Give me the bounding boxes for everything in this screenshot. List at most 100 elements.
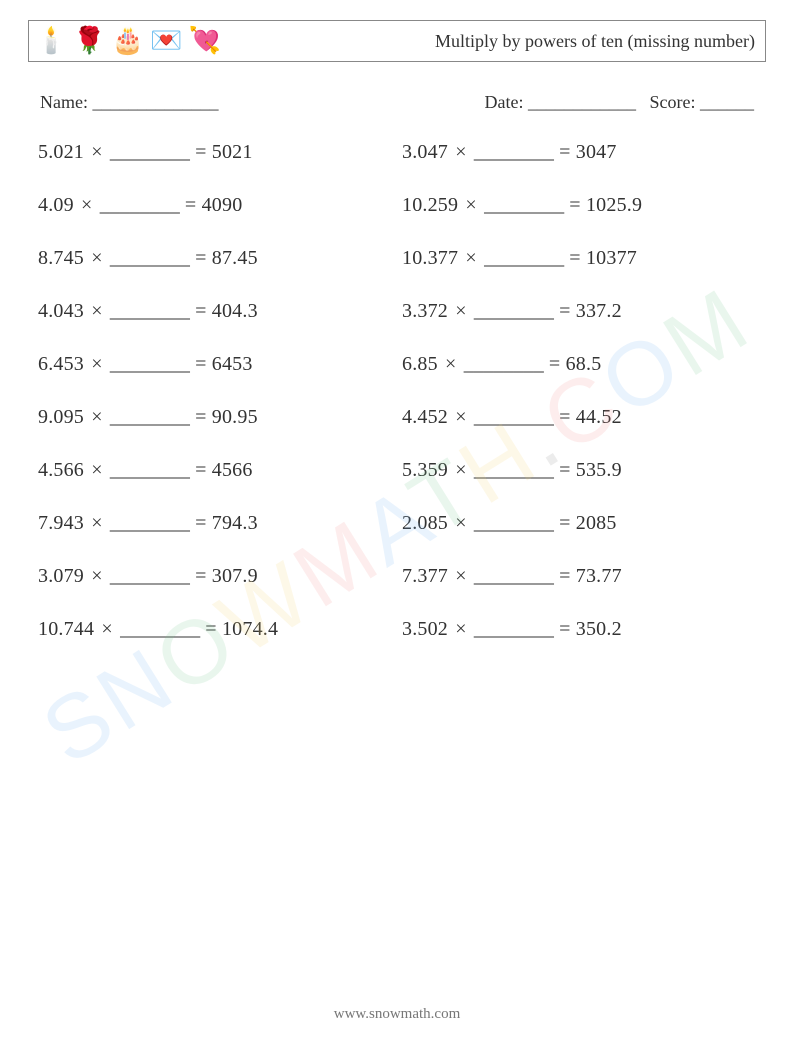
operand-a: 3.372 — [402, 300, 448, 322]
equals-sign: = — [195, 512, 206, 534]
answer-blank: ________ — [110, 406, 190, 428]
date-label: Date: — [485, 92, 524, 112]
operand-a: 10.259 — [402, 194, 458, 216]
operand-a: 3.079 — [38, 565, 84, 587]
equals-sign: = — [569, 247, 580, 269]
mult-sign-icon: × — [453, 565, 468, 587]
problem-right-1: 10.259 × ________ = 1025.9 — [402, 194, 756, 217]
equals-sign: = — [559, 141, 570, 163]
answer-blank: ________ — [100, 194, 180, 216]
problem-left-8: 3.079 × ________ = 307.9 — [38, 565, 392, 588]
mult-sign-icon: × — [79, 194, 94, 216]
name-label: Name: — [40, 92, 88, 112]
mult-sign-icon: × — [453, 512, 468, 534]
mult-sign-icon: × — [89, 459, 104, 481]
problem-left-9: 10.744 × ________ = 1074.4 — [38, 618, 392, 641]
mult-sign-icon: × — [443, 353, 458, 375]
date-score: Date: ____________ Score: ______ — [485, 92, 754, 113]
operand-b: 404.3 — [212, 300, 258, 322]
equals-sign: = — [195, 300, 206, 322]
operand-b: 535.9 — [576, 459, 622, 481]
problem-left-5: 9.095 × ________ = 90.95 — [38, 406, 392, 429]
operand-a: 9.095 — [38, 406, 84, 428]
operand-a: 4.566 — [38, 459, 84, 481]
operand-a: 5.359 — [402, 459, 448, 481]
answer-blank: ________ — [474, 459, 554, 481]
header-icon-4: 💘 — [189, 28, 221, 54]
problem-right-7: 2.085 × ________ = 2085 — [402, 512, 756, 535]
date-blank: ____________ — [524, 92, 637, 112]
mult-sign-icon: × — [89, 512, 104, 534]
answer-blank: ________ — [474, 141, 554, 163]
mult-sign-icon: × — [89, 406, 104, 428]
mult-sign-icon: × — [463, 247, 478, 269]
problem-right-8: 7.377 × ________ = 73.77 — [402, 565, 756, 588]
operand-a: 7.377 — [402, 565, 448, 587]
operand-b: 87.45 — [212, 247, 258, 269]
problem-left-6: 4.566 × ________ = 4566 — [38, 459, 392, 482]
operand-b: 68.5 — [566, 353, 602, 375]
operand-a: 4.452 — [402, 406, 448, 428]
problem-right-9: 3.502 × ________ = 350.2 — [402, 618, 756, 641]
mult-sign-icon: × — [453, 459, 468, 481]
equals-sign: = — [185, 194, 196, 216]
score-label: Score: — [650, 92, 696, 112]
answer-blank: ________ — [110, 565, 190, 587]
equals-sign: = — [559, 565, 570, 587]
problem-right-5: 4.452 × ________ = 44.52 — [402, 406, 756, 429]
name-field: Name: ______________ — [40, 92, 218, 113]
watermark-char: S — [26, 665, 133, 784]
mult-sign-icon: × — [463, 194, 478, 216]
operand-b: 90.95 — [212, 406, 258, 428]
operand-a: 6.453 — [38, 353, 84, 375]
mult-sign-icon: × — [453, 300, 468, 322]
operand-b: 1025.9 — [586, 194, 642, 216]
mult-sign-icon: × — [99, 618, 114, 640]
equals-sign: = — [195, 406, 206, 428]
answer-blank: ________ — [120, 618, 200, 640]
problem-left-7: 7.943 × ________ = 794.3 — [38, 512, 392, 535]
operand-b: 337.2 — [576, 300, 622, 322]
problem-right-0: 3.047 × ________ = 3047 — [402, 141, 756, 164]
equals-sign: = — [195, 141, 206, 163]
header-icon-3: 💌 — [150, 28, 182, 54]
mult-sign-icon: × — [89, 247, 104, 269]
operand-b: 10377 — [586, 247, 637, 269]
equals-sign: = — [195, 459, 206, 481]
answer-blank: ________ — [474, 406, 554, 428]
header-icon-1: 🌹 — [73, 28, 105, 54]
problem-left-2: 8.745 × ________ = 87.45 — [38, 247, 392, 270]
operand-a: 10.377 — [402, 247, 458, 269]
problem-left-4: 6.453 × ________ = 6453 — [38, 353, 392, 376]
equals-sign: = — [559, 300, 570, 322]
mult-sign-icon: × — [89, 565, 104, 587]
operand-a: 3.502 — [402, 618, 448, 640]
equals-sign: = — [195, 247, 206, 269]
answer-blank: ________ — [110, 300, 190, 322]
operand-b: 2085 — [576, 512, 617, 534]
operand-b: 350.2 — [576, 618, 622, 640]
operand-a: 4.043 — [38, 300, 84, 322]
equals-sign: = — [205, 618, 216, 640]
answer-blank: ________ — [464, 353, 544, 375]
mult-sign-icon: × — [89, 141, 104, 163]
answer-blank: ________ — [110, 141, 190, 163]
answer-blank: ________ — [484, 247, 564, 269]
name-blank: ______________ — [88, 92, 219, 112]
operand-b: 6453 — [212, 353, 253, 375]
operand-a: 10.744 — [38, 618, 94, 640]
answer-blank: ________ — [474, 512, 554, 534]
mult-sign-icon: × — [89, 353, 104, 375]
problem-right-2: 10.377 × ________ = 10377 — [402, 247, 756, 270]
watermark-char: N — [81, 628, 193, 749]
operand-b: 4566 — [212, 459, 253, 481]
operand-a: 6.85 — [402, 353, 438, 375]
equals-sign: = — [549, 353, 560, 375]
score-blank: ______ — [696, 92, 755, 112]
problem-right-3: 3.372 × ________ = 337.2 — [402, 300, 756, 323]
footer-url: www.snowmath.com — [0, 1006, 794, 1023]
operand-a: 3.047 — [402, 141, 448, 163]
operand-a: 2.085 — [402, 512, 448, 534]
mult-sign-icon: × — [453, 406, 468, 428]
operand-b: 794.3 — [212, 512, 258, 534]
